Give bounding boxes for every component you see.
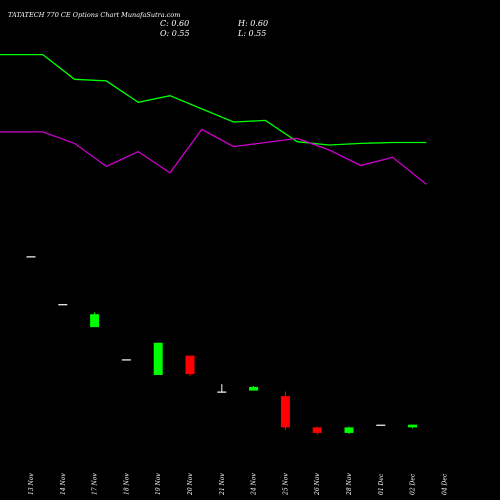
candle-25-nov bbox=[280, 391, 290, 431]
candle-body bbox=[90, 314, 100, 328]
candle-body bbox=[121, 359, 131, 361]
x-tick-label: 20 Nov bbox=[187, 473, 194, 496]
candle-body bbox=[344, 427, 354, 433]
x-tick-label: 17 Nov bbox=[92, 473, 99, 495]
candle-17-nov bbox=[90, 312, 100, 328]
candle-body bbox=[249, 386, 259, 391]
chart-title: TATATECH 770 CE Options Chart MunafaSutr… bbox=[8, 11, 180, 19]
candle-19-nov bbox=[153, 342, 163, 375]
candle-body bbox=[217, 391, 227, 393]
candle-26-nov bbox=[312, 426, 322, 435]
x-tick-label: 25 Nov bbox=[282, 473, 289, 496]
candle-14-nov bbox=[58, 304, 68, 306]
candle-body bbox=[376, 424, 386, 426]
x-axis: 13 Nov 14 Nov 17 Nov 18 Nov 19 Nov 20 Nov 21 N… bbox=[28, 473, 448, 496]
candle-body bbox=[153, 342, 163, 375]
candle-body bbox=[58, 304, 68, 306]
x-tick-label: 21 Nov bbox=[219, 473, 226, 496]
candle-02-dec bbox=[408, 424, 418, 429]
x-tick-label: 04 Dec bbox=[441, 473, 448, 495]
candle-20-nov bbox=[185, 355, 195, 376]
candle-body bbox=[280, 396, 290, 428]
x-tick-label: 13 Nov bbox=[28, 473, 35, 495]
x-tick-label: 26 Nov bbox=[314, 473, 321, 496]
low-value: L: 0.55 bbox=[237, 29, 266, 38]
candle-body bbox=[185, 355, 195, 375]
x-tick-label: 19 Nov bbox=[155, 473, 162, 495]
x-tick-label: 24 Nov bbox=[251, 473, 258, 496]
candle-18-nov bbox=[121, 359, 131, 361]
candle-body bbox=[26, 256, 36, 258]
x-tick-label: 01 Dec bbox=[378, 473, 385, 495]
open-value: O: 0.55 bbox=[160, 29, 190, 38]
close-value: C: 0.60 bbox=[160, 19, 189, 28]
high-value: H: 0.60 bbox=[237, 19, 268, 28]
candle-24-nov bbox=[249, 386, 259, 391]
x-tick-label: 28 Nov bbox=[346, 473, 353, 496]
indicator-line-2 bbox=[0, 128, 427, 185]
indicator-lines bbox=[0, 53, 427, 185]
candle-body bbox=[312, 427, 322, 433]
candle-28-nov bbox=[344, 426, 354, 434]
candle-body bbox=[408, 424, 418, 428]
indicator-line-1 bbox=[0, 53, 427, 146]
candle-01-dec bbox=[376, 424, 386, 426]
x-tick-label: 14 Nov bbox=[60, 473, 67, 495]
x-tick-label: 18 Nov bbox=[123, 473, 130, 495]
candles bbox=[26, 256, 418, 435]
x-tick-label: 02 Dec bbox=[410, 473, 417, 495]
candle-21-nov bbox=[217, 384, 227, 393]
candle-13-nov bbox=[26, 256, 36, 258]
